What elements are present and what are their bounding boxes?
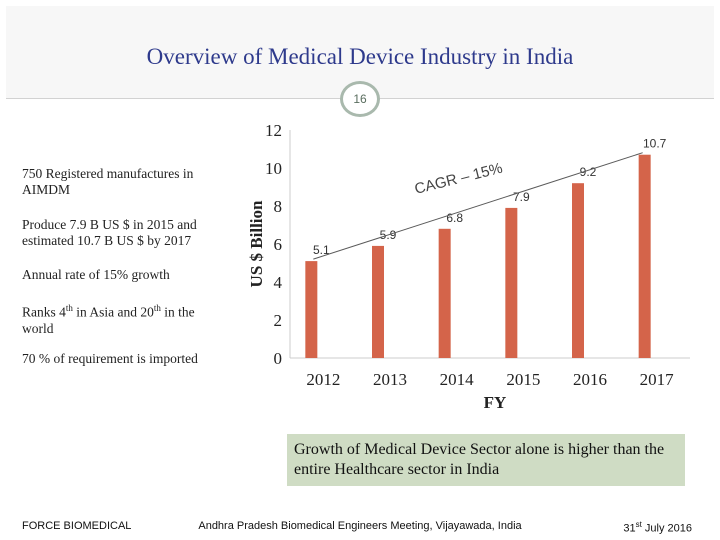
footer-organization: FORCE BIOMEDICAL: [22, 520, 132, 532]
y-tick-label: 8: [274, 197, 283, 216]
footer-event: Andhra Pradesh Biomedical Engineers Meet…: [198, 520, 522, 532]
cagr-annotation: CAGR – 15%: [413, 160, 504, 198]
growth-note-box: Growth of Medical Device Sector alone is…: [287, 434, 685, 486]
x-tick-label: 2016: [573, 370, 607, 389]
ranking-text-c: in the world: [22, 304, 195, 336]
x-tick-label: 2015: [506, 370, 540, 389]
slide-title: Overview of Medical Device Industry in I…: [146, 44, 574, 69]
y-tick-label: 12: [265, 121, 282, 140]
ranking-sup-b: th: [153, 303, 161, 313]
y-tick-label: 0: [274, 349, 283, 368]
footer-date-rest: July 2016: [641, 522, 692, 535]
footer-date-suffix: st: [635, 520, 642, 529]
x-tick-label: 2014: [440, 370, 475, 389]
bar-value-label: 10.7: [643, 137, 667, 151]
bullet-ranking: Ranks 4th in Asia and 20th in the world: [22, 300, 227, 337]
bar-2015: [505, 207, 518, 358]
y-tick-label: 4: [274, 273, 283, 292]
bullet-growth-rate: Annual rate of 15% growth: [22, 267, 170, 282]
y-axis-label: US $ Billion: [247, 200, 266, 287]
slide-number-badge: 16: [340, 81, 380, 117]
x-tick-label: 2012: [306, 370, 340, 389]
bar-2012: [305, 261, 318, 358]
bullet-imported: 70 % of requirement is imported: [22, 351, 198, 366]
cagr-trendline: [313, 152, 643, 260]
footer-date: 31st July 2016: [623, 520, 692, 535]
x-tick-label: 2017: [640, 370, 675, 389]
x-tick-label: 2013: [373, 370, 407, 389]
x-axis-label: FY: [484, 393, 507, 412]
footer: FORCE BIOMEDICAL Andhra Pradesh Biomedic…: [0, 506, 720, 540]
bar-2014: [438, 228, 451, 358]
ranking-sup-a: th: [65, 303, 73, 313]
y-tick-label: 2: [274, 311, 283, 330]
bar-2017: [638, 154, 651, 358]
bar-2013: [372, 245, 384, 358]
ranking-text-b: in Asia and 20: [72, 304, 154, 320]
bullet-registered-manufacturers: 750 Registered manufactures in AIMDM: [22, 166, 194, 197]
bar-value-label: 5.1: [313, 243, 330, 257]
y-tick-label: 6: [274, 235, 283, 254]
bar-2016: [572, 183, 584, 358]
footer-date-day: 31: [623, 522, 636, 535]
ranking-text-a: Ranks 4: [22, 304, 66, 320]
y-tick-label: 10: [265, 159, 282, 178]
bullet-production: Produce 7.9 B US $ in 2015 and estimated…: [22, 217, 197, 248]
